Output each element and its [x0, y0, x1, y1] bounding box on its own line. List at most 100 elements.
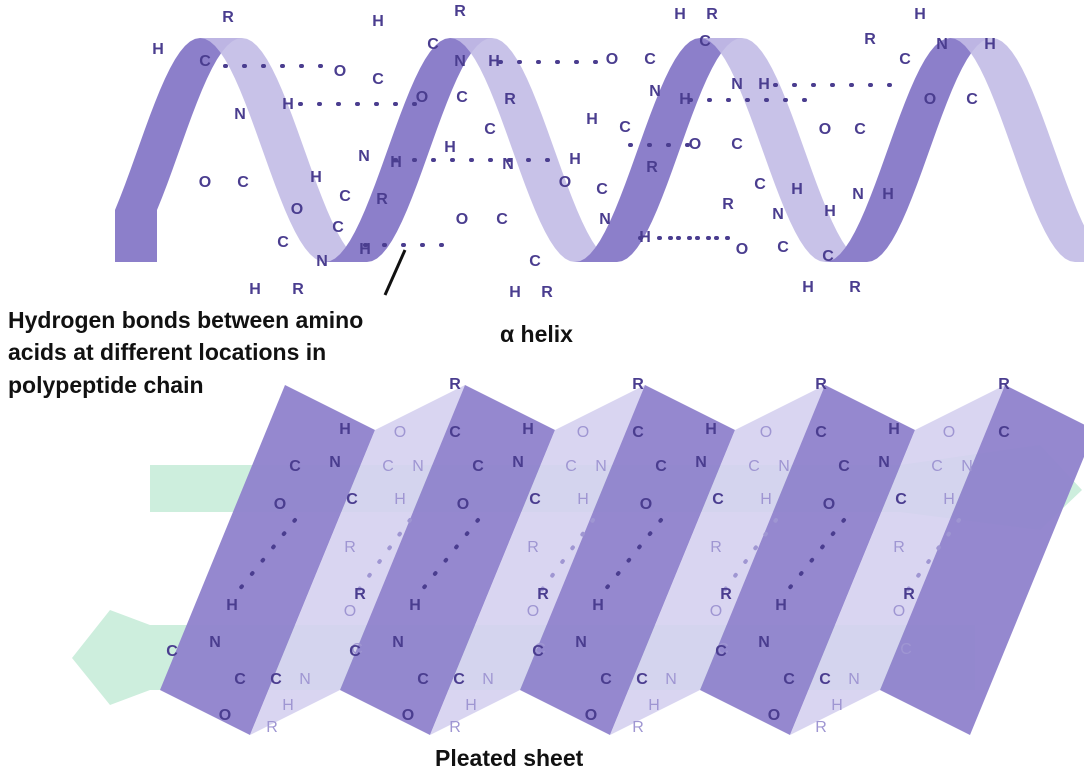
atom: C	[966, 91, 978, 108]
atom: C	[453, 671, 465, 688]
atom: C	[748, 458, 760, 475]
atom: N	[454, 53, 466, 70]
annotation: Hydrogen bonds between amino	[8, 307, 363, 333]
atom: R	[376, 191, 388, 208]
atom: C	[339, 188, 351, 205]
atom: O	[689, 136, 701, 153]
helix-ribbon	[115, 38, 1084, 262]
ribbon-segment	[950, 38, 1084, 262]
atom: H	[394, 491, 406, 508]
atom: C	[532, 643, 544, 660]
atom: O	[710, 603, 722, 620]
atom: C	[427, 36, 439, 53]
atom: R	[541, 284, 553, 301]
atom: O	[344, 603, 356, 620]
atom: C	[472, 458, 484, 475]
atom: H	[465, 697, 477, 714]
atom: N	[848, 671, 860, 688]
atom: C	[777, 239, 789, 256]
atom: N	[512, 454, 524, 471]
atom: O	[943, 424, 955, 441]
atom: H	[339, 421, 351, 438]
atom: H	[488, 53, 500, 70]
atom: N	[595, 458, 607, 475]
atom: C	[529, 491, 541, 508]
atom: O	[823, 496, 835, 513]
atom: C	[382, 458, 394, 475]
atom: N	[649, 83, 661, 100]
diagram: RHCNHOCCHRNHOCHCRNHOCOCHCRNHRCHNHHCROCNH…	[0, 0, 1084, 775]
atom: N	[936, 36, 948, 53]
atom: C	[783, 671, 795, 688]
atom: N	[772, 206, 784, 223]
atom: H	[831, 697, 843, 714]
ribbon-segment	[325, 38, 492, 262]
atom: N	[392, 634, 404, 651]
atom: N	[852, 186, 864, 203]
atom: H	[760, 491, 772, 508]
atom: H	[390, 154, 402, 171]
atom: R	[449, 376, 461, 393]
atom: N	[412, 458, 424, 475]
atom: H	[586, 111, 598, 128]
atom: C	[699, 33, 711, 50]
atom: O	[736, 241, 748, 258]
atom: H	[577, 491, 589, 508]
atom: R	[454, 3, 466, 20]
atom: R	[720, 586, 732, 603]
atom: C	[998, 424, 1010, 441]
atom: N	[502, 156, 514, 173]
ribbon-segment	[450, 38, 617, 262]
atom: R	[344, 539, 356, 556]
atom: C	[619, 119, 631, 136]
atom: O	[291, 201, 303, 218]
atom: O	[893, 603, 905, 620]
atom: C	[822, 248, 834, 265]
atom: C	[931, 458, 943, 475]
atom: R	[815, 719, 827, 736]
atom: C	[819, 671, 831, 688]
atom: O	[768, 707, 780, 724]
annotation: acids at different locations in	[8, 339, 326, 365]
atom: C	[349, 643, 361, 660]
atom: C	[899, 51, 911, 68]
atom: C	[838, 458, 850, 475]
atom: O	[924, 91, 936, 108]
atom: C	[270, 671, 282, 688]
atom: H	[592, 597, 604, 614]
atom: H	[226, 597, 238, 614]
atom: C	[754, 176, 766, 193]
atom: C	[854, 121, 866, 138]
atom: H	[522, 421, 534, 438]
atom: H	[674, 6, 686, 23]
atom: R	[266, 719, 278, 736]
atom: C	[900, 641, 912, 658]
atom: O	[457, 496, 469, 513]
atom: N	[234, 106, 246, 123]
atom: H	[409, 597, 421, 614]
atom: R	[903, 586, 915, 603]
atom: N	[299, 671, 311, 688]
atom: H	[249, 281, 261, 298]
atom: C	[449, 424, 461, 441]
atom: H	[984, 36, 996, 53]
atom: O	[760, 424, 772, 441]
atom: N	[961, 458, 973, 475]
atom: C	[289, 458, 301, 475]
atom: R	[864, 31, 876, 48]
atom: O	[606, 51, 618, 68]
atom: N	[758, 634, 770, 651]
atom: O	[819, 121, 831, 138]
atom: H	[914, 6, 926, 23]
atom: O	[402, 707, 414, 724]
atom: C	[199, 53, 211, 70]
atom: H	[802, 279, 814, 296]
ribbon-segment	[575, 38, 742, 262]
sheet-label: Pleated sheet	[435, 745, 584, 771]
atom: R	[527, 539, 539, 556]
atom: O	[219, 707, 231, 724]
atom: H	[882, 186, 894, 203]
atom: C	[644, 51, 656, 68]
atom: R	[722, 196, 734, 213]
atom: R	[449, 719, 461, 736]
